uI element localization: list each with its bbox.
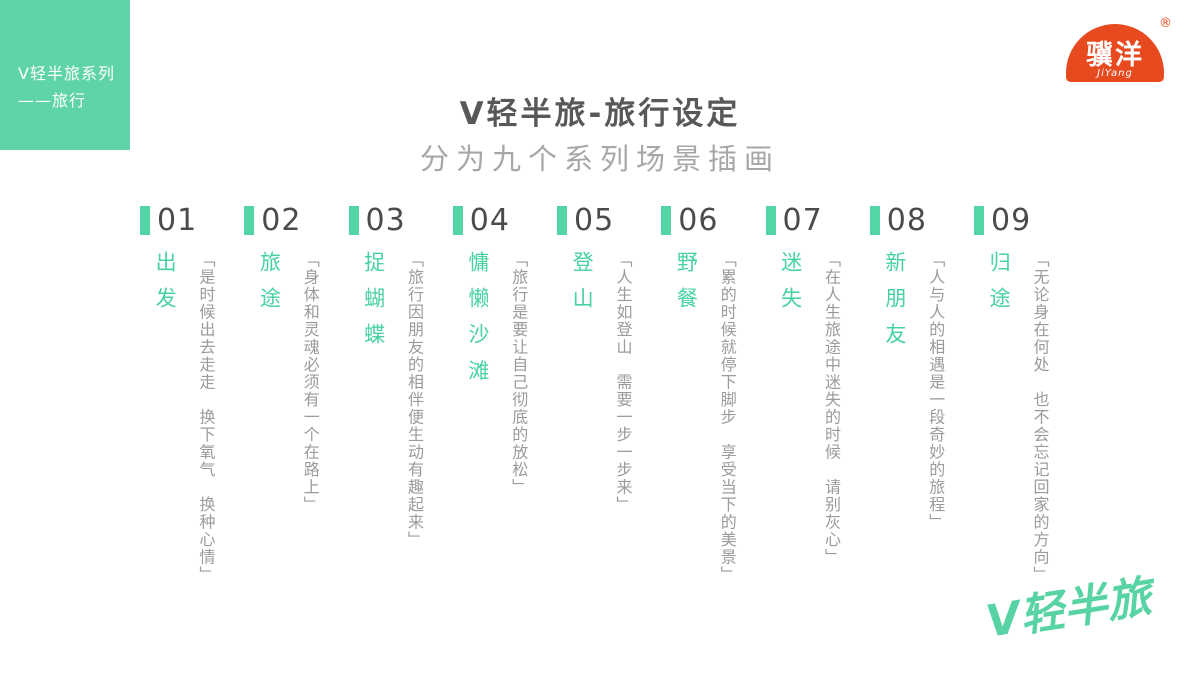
scene-header: 02 bbox=[244, 202, 332, 239]
scene-item: 07 迷失 「在人生旅途中迷失的时候 请别灰心」 bbox=[765, 202, 854, 581]
scene-number: 06 bbox=[678, 202, 719, 238]
scene-number-marker bbox=[557, 206, 567, 235]
scene-item: 05 登山 「人生如登山 需要一步一步来」 bbox=[557, 202, 645, 581]
scene-header: 04 bbox=[452, 202, 541, 239]
brand-logo: 骥洋 JiYang ® bbox=[1066, 16, 1172, 88]
scene-title: 归途 bbox=[987, 251, 1012, 324]
scene-title: 出发 bbox=[153, 251, 178, 324]
scene-body: 野餐 「累的时候就停下脚步 享受当下的美景」 bbox=[661, 251, 749, 584]
scene-title: 慵懒沙滩 bbox=[465, 251, 490, 396]
scene-quote: 「累的时候就停下脚步 享受当下的美景」 bbox=[717, 251, 737, 584]
page-subtitle: 分为九个系列场景插画 bbox=[419, 142, 780, 176]
scene-number: 07 bbox=[782, 202, 823, 238]
scene-title: 野餐 bbox=[674, 251, 699, 324]
scene-body: 登山 「人生如登山 需要一步一步来」 bbox=[557, 251, 645, 581]
brand-name: 骥洋 bbox=[1086, 40, 1144, 71]
scene-quote: 「人生如登山 需要一步一步来」 bbox=[613, 251, 633, 514]
scene-number-marker bbox=[765, 206, 776, 235]
scene-number-marker bbox=[452, 206, 463, 235]
scene-title: 迷失 bbox=[778, 251, 803, 324]
scene-item: 06 野餐 「累的时候就停下脚步 享受当下的美景」 bbox=[661, 202, 749, 584]
scene-number-marker bbox=[869, 206, 880, 235]
scene-body: 新朋友 「人与人的相遇是一段奇妙的旅程」 bbox=[870, 251, 958, 581]
scene-number: 05 bbox=[574, 202, 615, 238]
scene-header: 06 bbox=[661, 202, 749, 239]
registered-trademark-icon: ® bbox=[1159, 16, 1172, 31]
scene-quote: 「在人生旅途中迷失的时候 请别灰心」 bbox=[821, 251, 841, 566]
scene-title: 登山 bbox=[570, 251, 595, 324]
scene-number: 02 bbox=[261, 202, 302, 238]
scene-header: 01 bbox=[140, 202, 228, 239]
scene-number: 01 bbox=[157, 202, 198, 238]
scene-item: 04 慵懒沙滩 「旅行是要让自己彻底的放松」 bbox=[452, 202, 541, 581]
series-tag-line2: ——旅行 bbox=[18, 91, 87, 110]
scene-number-marker bbox=[348, 206, 359, 235]
scene-number-marker bbox=[140, 206, 150, 235]
scene-item: 09 归途 「无论身在何处 也不会忘记回家的方向」 bbox=[974, 202, 1062, 584]
scene-body: 归途 「无论身在何处 也不会忘记回家的方向」 bbox=[974, 251, 1062, 584]
scene-body: 迷失 「在人生旅途中迷失的时候 请别灰心」 bbox=[766, 251, 854, 581]
scene-header: 03 bbox=[348, 202, 437, 239]
series-tag: V轻半旅系列 ——旅行 bbox=[0, 0, 130, 150]
scene-header: 08 bbox=[869, 202, 958, 239]
scene-number-marker bbox=[974, 206, 984, 235]
scene-body: 慵懒沙滩 「旅行是要让自己彻底的放松」 bbox=[453, 251, 541, 581]
scene-header: 09 bbox=[974, 202, 1062, 239]
footer-logo-text: V轻半旅 bbox=[983, 570, 1162, 647]
scene-header: 05 bbox=[557, 202, 645, 239]
scene-list: 01 出发 「是时候出去走走 换下氧气 换种心情」 02 旅途 「身体和灵魂必须… bbox=[140, 202, 1062, 584]
scene-title: 捉蝴蝶 bbox=[361, 251, 386, 360]
scene-item: 01 出发 「是时候出去走走 换下氧气 换种心情」 bbox=[140, 202, 228, 584]
page-title: V轻半旅-旅行设定 bbox=[459, 96, 741, 132]
scene-quote: 「旅行是要让自己彻底的放松」 bbox=[509, 251, 529, 496]
footer-logo: V轻半旅 bbox=[983, 570, 1162, 647]
scene-title: 新朋友 bbox=[882, 251, 907, 360]
brand-latin-name: JiYang bbox=[1097, 68, 1133, 79]
scene-item: 03 捉蝴蝶 「旅行因朋友的相伴便生动有趣起来」 bbox=[348, 202, 437, 581]
scene-quote: 「人与人的相遇是一段奇妙的旅程」 bbox=[926, 251, 946, 531]
scene-body: 出发 「是时候出去走走 换下氧气 换种心情」 bbox=[140, 251, 228, 584]
scene-number: 08 bbox=[886, 202, 927, 238]
scene-title: 旅途 bbox=[257, 251, 282, 324]
scene-item: 02 旅途 「身体和灵魂必须有一个在路上」 bbox=[244, 202, 332, 581]
brand-bowl-shape: 骥洋 JiYang bbox=[1066, 24, 1164, 82]
scene-quote: 「无论身在何处 也不会忘记回家的方向」 bbox=[1030, 251, 1050, 584]
scene-body: 旅途 「身体和灵魂必须有一个在路上」 bbox=[244, 251, 332, 581]
scene-quote: 「身体和灵魂必须有一个在路上」 bbox=[300, 251, 320, 514]
scene-number: 04 bbox=[469, 202, 510, 238]
series-tag-line1: V轻半旅系列 bbox=[18, 64, 115, 83]
scene-item: 08 新朋友 「人与人的相遇是一段奇妙的旅程」 bbox=[869, 202, 958, 581]
scene-header: 07 bbox=[765, 202, 854, 239]
scene-number: 09 bbox=[991, 202, 1032, 238]
scene-number-marker bbox=[661, 206, 672, 235]
scene-number-marker bbox=[244, 206, 255, 235]
scene-quote: 「是时候出去走走 换下氧气 换种心情」 bbox=[196, 251, 216, 584]
scene-body: 捉蝴蝶 「旅行因朋友的相伴便生动有趣起来」 bbox=[349, 251, 437, 581]
scene-number: 03 bbox=[365, 202, 406, 238]
scene-quote: 「旅行因朋友的相伴便生动有趣起来」 bbox=[404, 251, 424, 549]
